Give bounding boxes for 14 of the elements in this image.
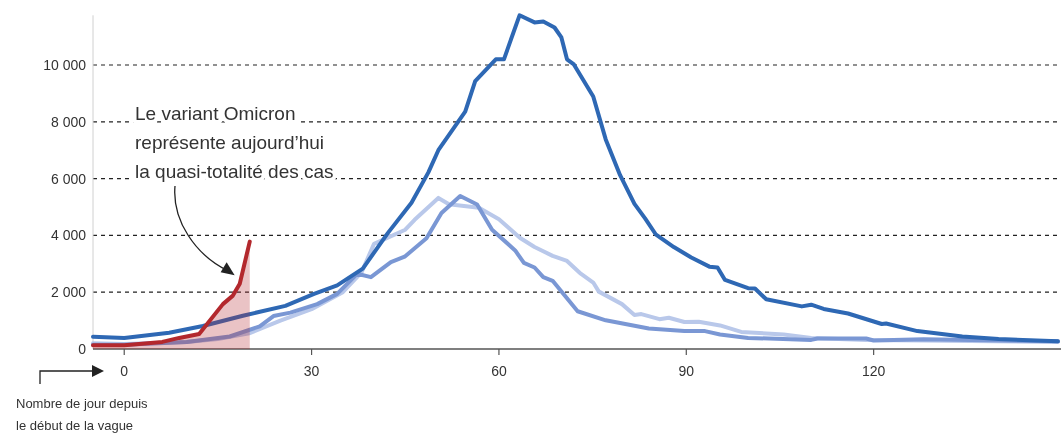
y-tick-label: 2 000 bbox=[50, 284, 87, 301]
y-tick-label: 8 000 bbox=[50, 113, 87, 130]
annotation: Le variant Omicron représente aujourd’hui la quasi-totalité des cas bbox=[135, 103, 334, 182]
y-tick-label: 4 000 bbox=[50, 227, 87, 244]
x-tick-label: 120 bbox=[861, 363, 886, 379]
y-tick-label: 6 000 bbox=[50, 170, 87, 187]
x-tick-label: 60 bbox=[491, 363, 507, 379]
x-tick-label: 30 bbox=[303, 363, 320, 379]
x-tick-label: 90 bbox=[678, 363, 695, 379]
y-tick-label: 10 000 bbox=[43, 56, 87, 73]
line-series bbox=[91, 13, 1060, 344]
y-tick-label: 0 bbox=[78, 340, 87, 357]
x-tick-label: 0 bbox=[120, 363, 129, 379]
x-axis-title: Nombre de jour depuis le début de la vague bbox=[16, 396, 149, 433]
